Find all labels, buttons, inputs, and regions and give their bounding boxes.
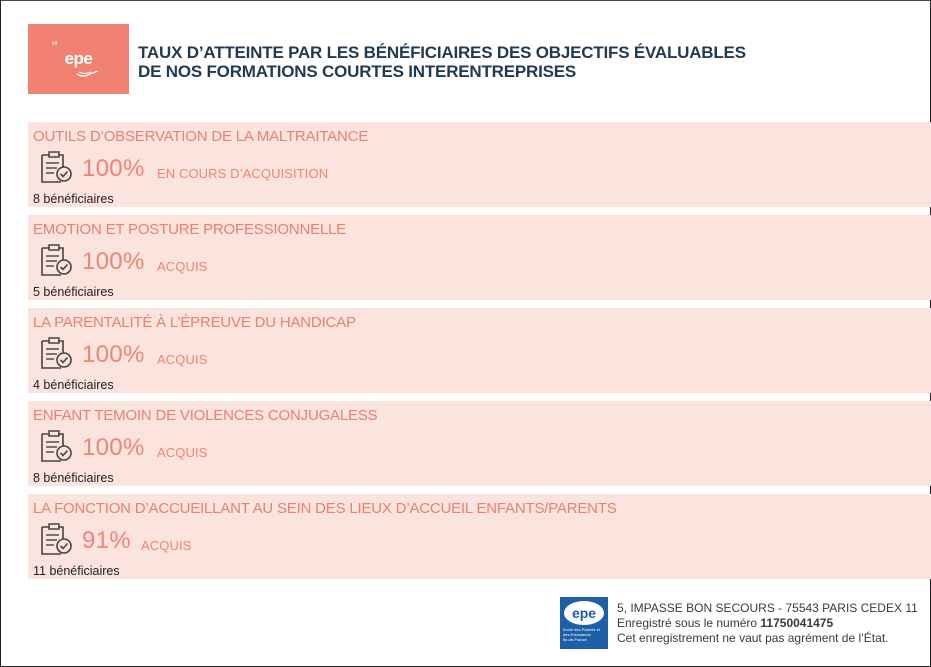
row-beneficiaires: 8 bénéficiaires bbox=[33, 471, 114, 485]
row-status: EN COURS D’ACQUISITION bbox=[157, 166, 329, 181]
row-percentage: 100% bbox=[82, 248, 145, 275]
title-line-2: DE NOS FORMATIONS COURTES INTERENTREPRIS… bbox=[138, 62, 577, 81]
checklist-document-icon bbox=[41, 523, 72, 555]
checklist-document-icon bbox=[41, 151, 72, 183]
logo-epe-text: epe bbox=[64, 49, 93, 68]
result-row: OUTILS D’OBSERVATION DE LA MALTRAITANCE … bbox=[28, 122, 931, 207]
row-beneficiaires: 8 bénéficiaires bbox=[33, 192, 114, 206]
checklist-document-icon bbox=[41, 244, 72, 276]
row-title: LA PARENTALITÉ À L’ÉPREUVE DU HANDICAP bbox=[33, 314, 356, 331]
footer-logo-text: epe bbox=[564, 601, 604, 625]
row-status: ACQUIS bbox=[157, 259, 208, 274]
footer-logo-sub: Ecole des Parents et des Educateurs Île-… bbox=[563, 627, 605, 642]
row-status: ACQUIS bbox=[157, 352, 208, 367]
result-row: ENFANT TEMOIN DE VIOLENCES CONJUGALESS 1… bbox=[28, 401, 931, 486]
footer-registration: Enregistré sous le numéro 11750041475 bbox=[617, 616, 918, 631]
row-percentage: 100% bbox=[82, 341, 145, 368]
logo-formation-text: formation bbox=[55, 15, 88, 22]
row-title: OUTILS D’OBSERVATION DE LA MALTRAITANCE bbox=[33, 128, 369, 145]
row-title: ENFANT TEMOIN DE VIOLENCES CONJUGALESS bbox=[33, 407, 378, 424]
row-percentage: 100% bbox=[82, 434, 145, 461]
row-percentage: 91% bbox=[82, 527, 131, 554]
epe-footer-logo: epe Ecole des Parents et des Educateurs … bbox=[560, 597, 608, 649]
page-title: TAUX D’ATTEINTE PAR LES BÉNÉFICIAIRES DE… bbox=[138, 43, 838, 81]
result-row: LA FONCTION D’ACCUEILLANT AU SEIN DES LI… bbox=[28, 494, 931, 579]
title-line-1: TAUX D’ATTEINTE PAR LES BÉNÉFICIAIRES DE… bbox=[138, 43, 746, 62]
result-row: LA PARENTALITÉ À L’ÉPREUVE DU HANDICAP 1… bbox=[28, 308, 931, 393]
checklist-document-icon bbox=[41, 337, 72, 369]
footer-registration-number: 11750041475 bbox=[760, 616, 834, 630]
footer-logo-region: Île-de-France bbox=[563, 637, 587, 642]
row-beneficiaires: 4 bénéficiaires bbox=[33, 378, 114, 392]
footer-info: 5, IMPASSE BON SECOURS - 75543 PARIS CED… bbox=[617, 601, 918, 646]
row-beneficiaires: 5 bénéficiaires bbox=[33, 285, 114, 299]
row-status: ACQUIS bbox=[157, 445, 208, 460]
footer-disclaimer: Cet enregistrement ne vaut pas agrément … bbox=[617, 631, 889, 645]
result-row: EMOTION ET POSTURE PROFESSIONNELLE 100% … bbox=[28, 215, 931, 300]
logo-hand-icon bbox=[76, 70, 99, 77]
epe-formation-logo: epe formation idf bbox=[28, 15, 129, 94]
logo-region-text: idf bbox=[52, 41, 58, 47]
row-beneficiaires: 11 bénéficiaires bbox=[33, 564, 120, 578]
row-title: LA FONCTION D’ACCUEILLANT AU SEIN DES LI… bbox=[33, 500, 617, 517]
row-title: EMOTION ET POSTURE PROFESSIONNELLE bbox=[33, 221, 346, 238]
row-status: ACQUIS bbox=[141, 538, 192, 553]
row-percentage: 100% bbox=[82, 155, 145, 182]
footer-registration-prefix: Enregistré sous le numéro bbox=[617, 616, 761, 630]
footer-address: 5, IMPASSE BON SECOURS - 75543 PARIS CED… bbox=[617, 601, 918, 615]
footer-logo-subtitle: Ecole des Parents et des Educateurs bbox=[563, 627, 600, 637]
checklist-document-icon bbox=[41, 430, 72, 462]
